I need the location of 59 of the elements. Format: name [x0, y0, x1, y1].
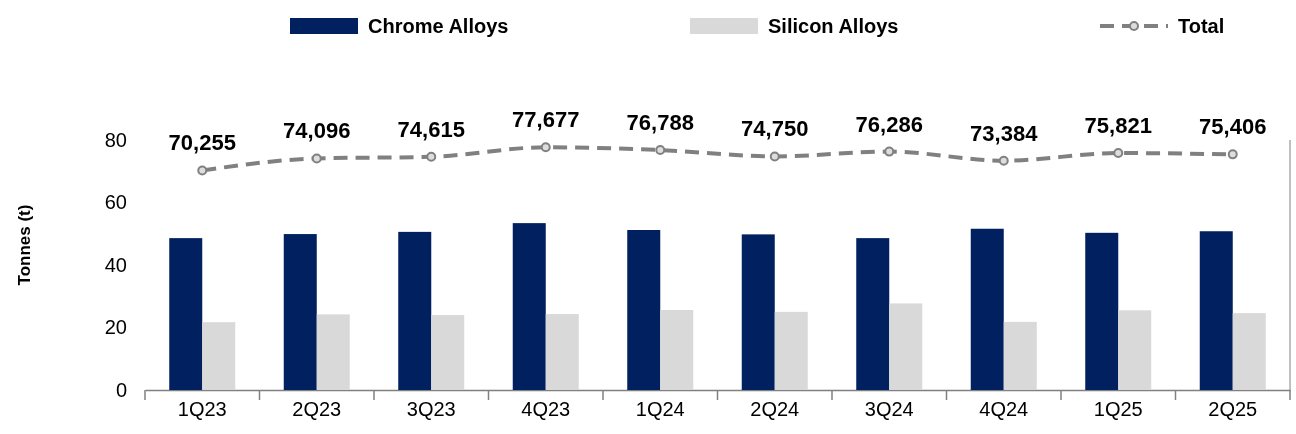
x-tick-label: 1Q24 — [635, 398, 685, 421]
bar — [889, 303, 923, 390]
legend-label: Chrome Alloys — [368, 15, 509, 37]
point — [884, 146, 895, 157]
y-tick-label: 40 — [104, 253, 127, 276]
point — [998, 155, 1009, 166]
y-tick-label: 80 — [104, 128, 127, 151]
x-tick-label: 2Q23 — [292, 398, 342, 421]
point — [1227, 149, 1238, 160]
bar — [316, 314, 350, 390]
data-label: 76,788 — [626, 110, 694, 136]
point — [311, 153, 322, 164]
bar — [1118, 310, 1152, 390]
point — [540, 142, 551, 153]
data-label: 73,384 — [970, 120, 1039, 146]
x-tick-label: 3Q24 — [864, 398, 914, 421]
bar — [856, 238, 890, 390]
bar — [1199, 231, 1233, 390]
bar — [1085, 232, 1119, 390]
data-label: 75,821 — [1084, 113, 1152, 139]
bar — [545, 314, 579, 390]
bar — [660, 310, 694, 390]
x-tick-label: 4Q24 — [979, 398, 1029, 421]
y-axis-title: Tonnes (t) — [15, 204, 34, 286]
bar — [1232, 313, 1266, 390]
point — [655, 145, 666, 156]
bar — [283, 234, 317, 390]
bar — [774, 311, 808, 390]
x-tick-label: 2Q25 — [1208, 398, 1258, 421]
bar — [1003, 321, 1037, 390]
bar — [970, 228, 1004, 390]
data-label: 75,406 — [1199, 114, 1267, 140]
y-tick-label: 20 — [104, 316, 127, 339]
data-label: 74,615 — [397, 116, 465, 142]
bar — [627, 230, 661, 390]
x-tick-label: 1Q25 — [1093, 398, 1143, 421]
bar — [202, 322, 236, 390]
bar — [741, 234, 775, 390]
x-tick-label: 4Q23 — [521, 398, 571, 421]
bar — [512, 223, 546, 390]
point — [1113, 148, 1124, 159]
bar — [169, 238, 203, 390]
data-label: 74,096 — [283, 118, 351, 144]
x-tick-label: 3Q23 — [406, 398, 456, 421]
bar — [398, 231, 432, 390]
bar — [431, 315, 465, 390]
data-label: 76,286 — [855, 111, 923, 137]
y-tick-label: 60 — [104, 191, 127, 214]
data-label: 77,677 — [512, 107, 580, 133]
point — [769, 151, 780, 162]
point — [426, 151, 437, 162]
legend-label: Silicon Alloys — [768, 15, 899, 37]
data-label: 70,255 — [168, 130, 236, 156]
point — [197, 165, 208, 176]
y-tick-label: 0 — [115, 378, 127, 401]
legend-label: Total — [1178, 15, 1225, 37]
x-tick-label: 1Q23 — [177, 398, 227, 421]
data-label: 74,750 — [741, 116, 809, 142]
x-tick-label: 2Q24 — [750, 398, 800, 421]
